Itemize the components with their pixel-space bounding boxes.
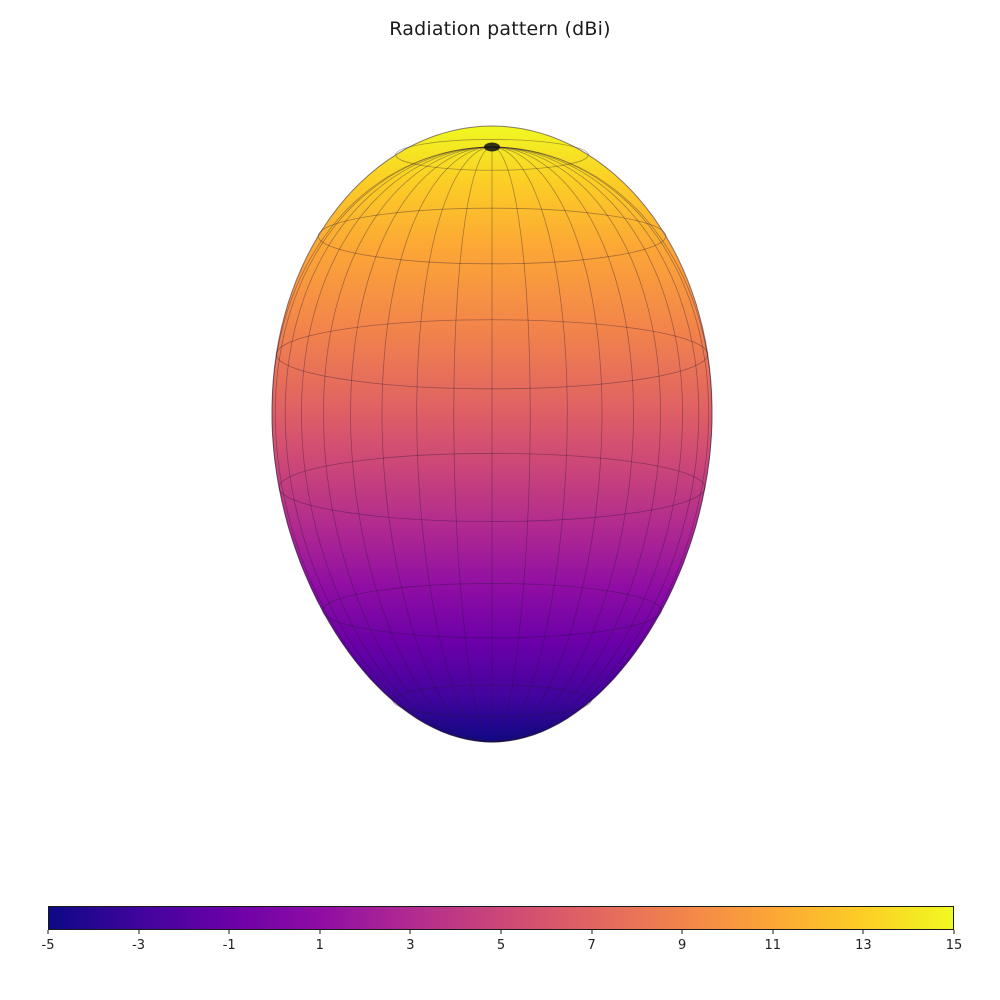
colorbar-tick (409, 930, 411, 934)
colorbar-tick (591, 930, 593, 934)
colorbar-tick-label: 15 (945, 938, 963, 953)
colorbar-tick (772, 930, 774, 934)
colorbar: -5 -3 -1 1 3 5 7 9 11 13 15 (42, 906, 963, 976)
colorbar-ticks (47, 930, 955, 934)
apex-pole-dot (484, 142, 500, 152)
colorbar-tick-label: 3 (406, 938, 415, 953)
colorbar-labels: -5 -3 -1 1 3 5 7 9 11 13 15 (42, 934, 963, 954)
colorbar-tick (47, 930, 49, 934)
colorbar-tick (953, 930, 955, 934)
colorbar-tick-label: 7 (587, 938, 596, 953)
colorbar-tick (681, 930, 683, 934)
wireframe-mesh (271, 139, 713, 743)
colorbar-tick-label: 9 (678, 938, 687, 953)
colorbar-tick (500, 930, 502, 934)
chart-title: Radiation pattern (dBi) (389, 18, 611, 40)
surface-plot-svg (271, 125, 713, 743)
colorbar-tick (138, 930, 140, 934)
surface-body (271, 125, 713, 743)
colorbar-tick-label: 11 (764, 938, 782, 953)
colorbar-tick (228, 930, 230, 934)
colorbar-tick-label: -5 (41, 938, 55, 953)
colorbar-tick (862, 930, 864, 934)
colorbar-tick-label: -3 (132, 938, 146, 953)
colorbar-tick-label: 5 (496, 938, 506, 953)
colorbar-tick-label: 1 (315, 938, 324, 953)
colorbar-tick (319, 930, 321, 934)
colorbar-tick-label: -1 (222, 938, 236, 953)
colorbar-tick-label: 13 (855, 938, 872, 953)
colorbar-gradient-bar (48, 906, 954, 930)
